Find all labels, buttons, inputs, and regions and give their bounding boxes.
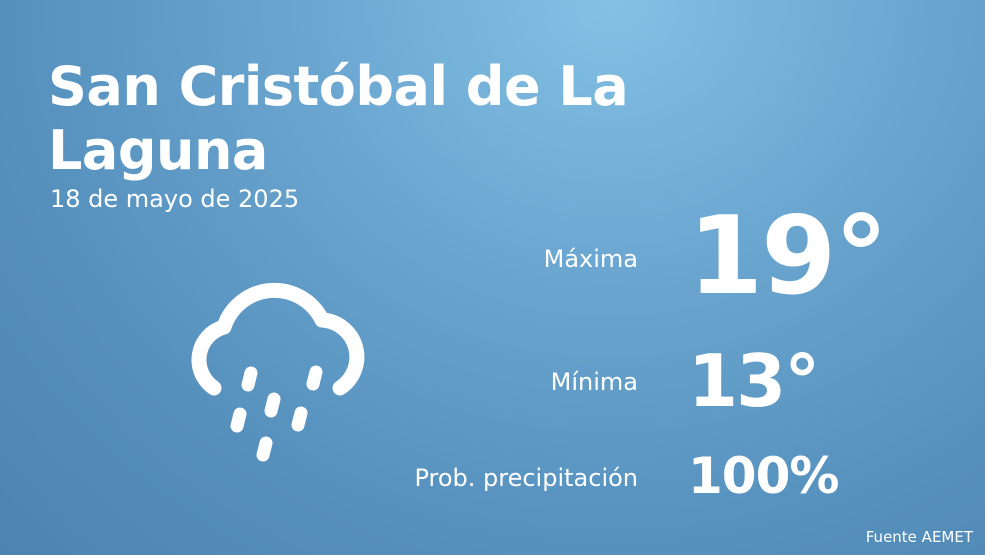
max-label: Máxima <box>543 245 638 273</box>
precip-value: 100% <box>688 447 839 505</box>
max-value: 19° <box>688 194 888 319</box>
rain-drops <box>230 365 323 462</box>
min-value: 13° <box>688 339 820 423</box>
source: Fuente AEMET <box>865 528 973 546</box>
min-label: Mínima <box>550 368 638 396</box>
title: Laguna <box>48 119 268 182</box>
precip-label: Prob. precipitación <box>414 464 638 492</box>
date: 18 de mayo de 2025 <box>50 185 300 213</box>
title: San Cristóbal de La <box>48 55 629 118</box>
cloud-outline <box>191 282 365 396</box>
